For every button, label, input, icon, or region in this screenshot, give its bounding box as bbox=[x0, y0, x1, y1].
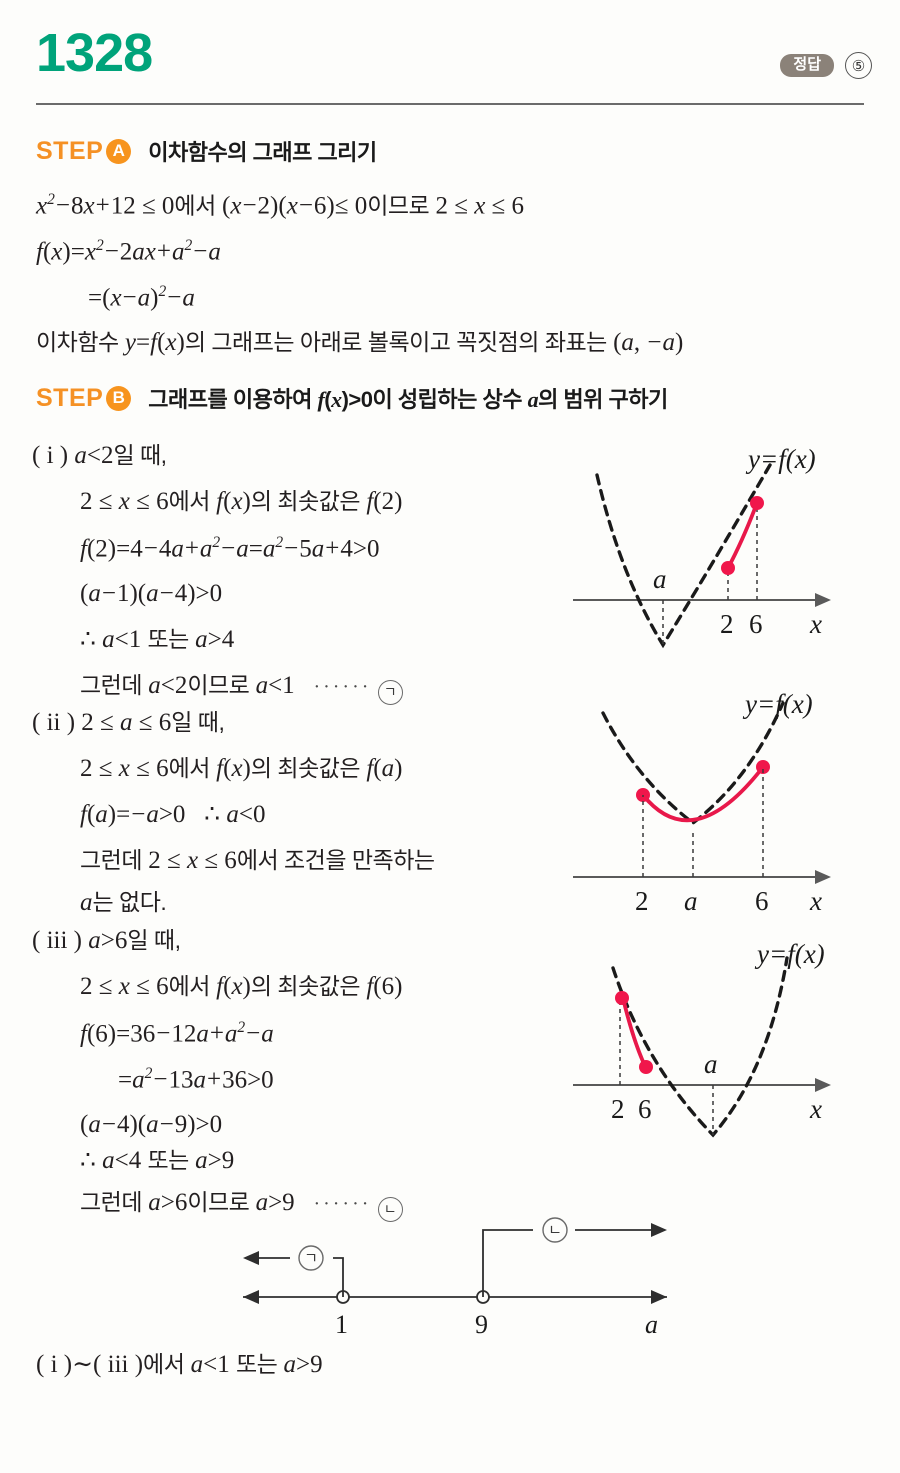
case-i-line-1: 2 ≤ x ≤ 6에서 f(x)의 최솟값은 f(2) bbox=[80, 488, 403, 515]
x-axis-label: x bbox=[809, 609, 822, 639]
vertex-label: a bbox=[704, 1049, 718, 1079]
case-iii-line-3: =a2−13a+36>0 bbox=[118, 1065, 274, 1094]
case-i-graph: a 2 6 x y=f(x) bbox=[565, 444, 885, 685]
axis-left-arrow bbox=[243, 1290, 259, 1304]
answer-value: ⑤ bbox=[845, 52, 872, 79]
step-a-title: 이차함수의 그래프 그리기 bbox=[148, 140, 377, 165]
x-axis-arrow bbox=[815, 593, 831, 607]
tag-n-circle bbox=[542, 1217, 568, 1243]
curve-label: y=f(x) bbox=[742, 689, 813, 719]
stepa-line-4: 이차함수 y=f(x)의 그래프는 아래로 볼록이고 꼭짓점의 좌표는 (a, … bbox=[36, 329, 684, 356]
case-i-line-4: ∴ a<1 또는 a>4 bbox=[80, 626, 235, 653]
x-axis-arrow bbox=[815, 870, 831, 884]
step-b-title: 그래프를 이용하여 f(x)>0이 성립하는 상수 a의 범위 구하기 bbox=[148, 387, 668, 412]
tag-g-label: ㄱ bbox=[304, 1250, 318, 1267]
tag-n-arrowhead bbox=[651, 1223, 667, 1237]
conclusion-line: ( i )∼( iii )에서 a<1 또는 a>9 bbox=[36, 1351, 323, 1378]
tag-circle-n: ㄴ bbox=[377, 1196, 403, 1222]
curve-label: y=f(x) bbox=[754, 939, 825, 969]
step-b-title-end: 의 범위 구하기 bbox=[538, 387, 668, 412]
step-b-badge: B bbox=[106, 385, 132, 411]
stepa-line-2: f(x)=x2−2ax+a2−a bbox=[36, 237, 221, 266]
x-axis-arrow bbox=[815, 1078, 831, 1092]
number-label-9: 9 bbox=[475, 1310, 488, 1339]
tick-label-6: 6 bbox=[749, 609, 763, 639]
stepa-line-3: =(x−a)2−a bbox=[88, 283, 195, 312]
curve-label: y=f(x) bbox=[745, 444, 816, 474]
number-axis-label: a bbox=[645, 1310, 658, 1339]
question-number: 1328 bbox=[36, 23, 153, 83]
case-iii-line-4: (a−4)(a−9)>0 bbox=[80, 1111, 223, 1138]
step-a-badge: A bbox=[106, 138, 132, 164]
tick-label-6: 6 bbox=[638, 1094, 652, 1124]
answer-label-badge: 정답 bbox=[780, 53, 834, 78]
case-ii-line-2: f(a)=−a>0 ∴ a<0 bbox=[80, 801, 266, 828]
tick-label-2: 2 bbox=[635, 886, 649, 916]
x-axis-label: x bbox=[809, 1094, 822, 1124]
point-at-2 bbox=[721, 561, 735, 575]
point-at-2 bbox=[636, 788, 650, 802]
tag-n-label: ㄴ bbox=[548, 1222, 562, 1239]
highlight-segment bbox=[641, 765, 765, 823]
case-i-header: ( i ) a<2일 때, bbox=[32, 442, 167, 469]
case-ii-line-4: a는 없다. bbox=[80, 889, 167, 916]
case-iii-line-6: 그런데 a>6이므로 a>9 ······ ㄴ bbox=[80, 1190, 403, 1222]
vertex-label: a bbox=[653, 564, 667, 594]
tag-g-arrowhead bbox=[243, 1251, 259, 1265]
case-ii-line-3: 그런데 2 ≤ x ≤ 6에서 조건을 만족하는 bbox=[80, 847, 435, 874]
point-at-6 bbox=[756, 760, 770, 774]
parabola-curve bbox=[595, 463, 772, 649]
tick-label-6: 6 bbox=[755, 886, 769, 916]
case-iii-line-2: f(6)=36−12a+a2−a bbox=[80, 1019, 274, 1048]
tick-label-2: 2 bbox=[611, 1094, 625, 1124]
case-i-line-2: f(2)=4−4a+a2−a=a2−5a+4>0 bbox=[80, 534, 380, 563]
case-iii-line-1: 2 ≤ x ≤ 6에서 f(x)의 최솟값은 f(6) bbox=[80, 973, 403, 1000]
page-header: 1328 정답 ⑤ bbox=[0, 0, 900, 112]
tag-g-circle bbox=[298, 1245, 324, 1271]
case-ii-line-1: 2 ≤ x ≤ 6에서 f(x)의 최솟값은 f(a) bbox=[80, 755, 403, 782]
number-label-1: 1 bbox=[335, 1310, 348, 1339]
step-a-header: STEP A 이차함수의 그래프 그리기 bbox=[36, 135, 377, 167]
tag-n-path bbox=[482, 1229, 533, 1297]
tag-circle-g: ㄱ bbox=[377, 679, 403, 705]
case-i-line-3: (a−1)(a−4)>0 bbox=[80, 580, 223, 607]
case-i-line-5: 그런데 a<2이므로 a<1 ······ ㄱ bbox=[80, 673, 403, 705]
tag-g-path bbox=[333, 1257, 344, 1297]
parabola-curve bbox=[601, 701, 785, 826]
step-b-title-post: 이 성립하는 상수 bbox=[372, 387, 528, 412]
answer-block: 정답 ⑤ bbox=[780, 52, 872, 79]
case-iii-line-5: ∴ a<4 또는 a>9 bbox=[80, 1147, 235, 1174]
point-at-6 bbox=[750, 496, 764, 510]
step-b-header: STEP B 그래프를 이용하여 f(x)>0이 성립하는 상수 a의 범위 구… bbox=[36, 382, 668, 414]
number-line-diagram: 1 9 a ㄱ ㄴ bbox=[215, 1205, 715, 1345]
highlight-segment bbox=[621, 996, 647, 1068]
case-iii-header: ( iii ) a>6일 때, bbox=[32, 927, 181, 954]
step-b-word: STEP bbox=[36, 383, 104, 412]
tick-label-2: 2 bbox=[720, 609, 734, 639]
case-ii-graph: 2 a 6 x y=f(x) bbox=[565, 685, 885, 916]
axis-right-arrow bbox=[651, 1290, 667, 1304]
x-axis-label: x bbox=[809, 886, 822, 916]
header-divider bbox=[36, 103, 864, 105]
case-iii-graph: 2 6 a x y=f(x) bbox=[565, 930, 885, 1165]
point-at-6 bbox=[639, 1060, 653, 1074]
vertex-label: a bbox=[684, 886, 698, 916]
case-ii-header: ( ii ) 2 ≤ a ≤ 6일 때, bbox=[32, 709, 225, 736]
point-at-2 bbox=[615, 991, 629, 1005]
step-b-title-pre: 그래프를 이용하여 bbox=[148, 387, 318, 412]
stepa-line-1: x2−8x+12 ≤ 0에서 (x−2)(x−6)≤ 0이므로 2 ≤ x ≤ … bbox=[36, 191, 525, 220]
step-a-word: STEP bbox=[36, 136, 104, 165]
